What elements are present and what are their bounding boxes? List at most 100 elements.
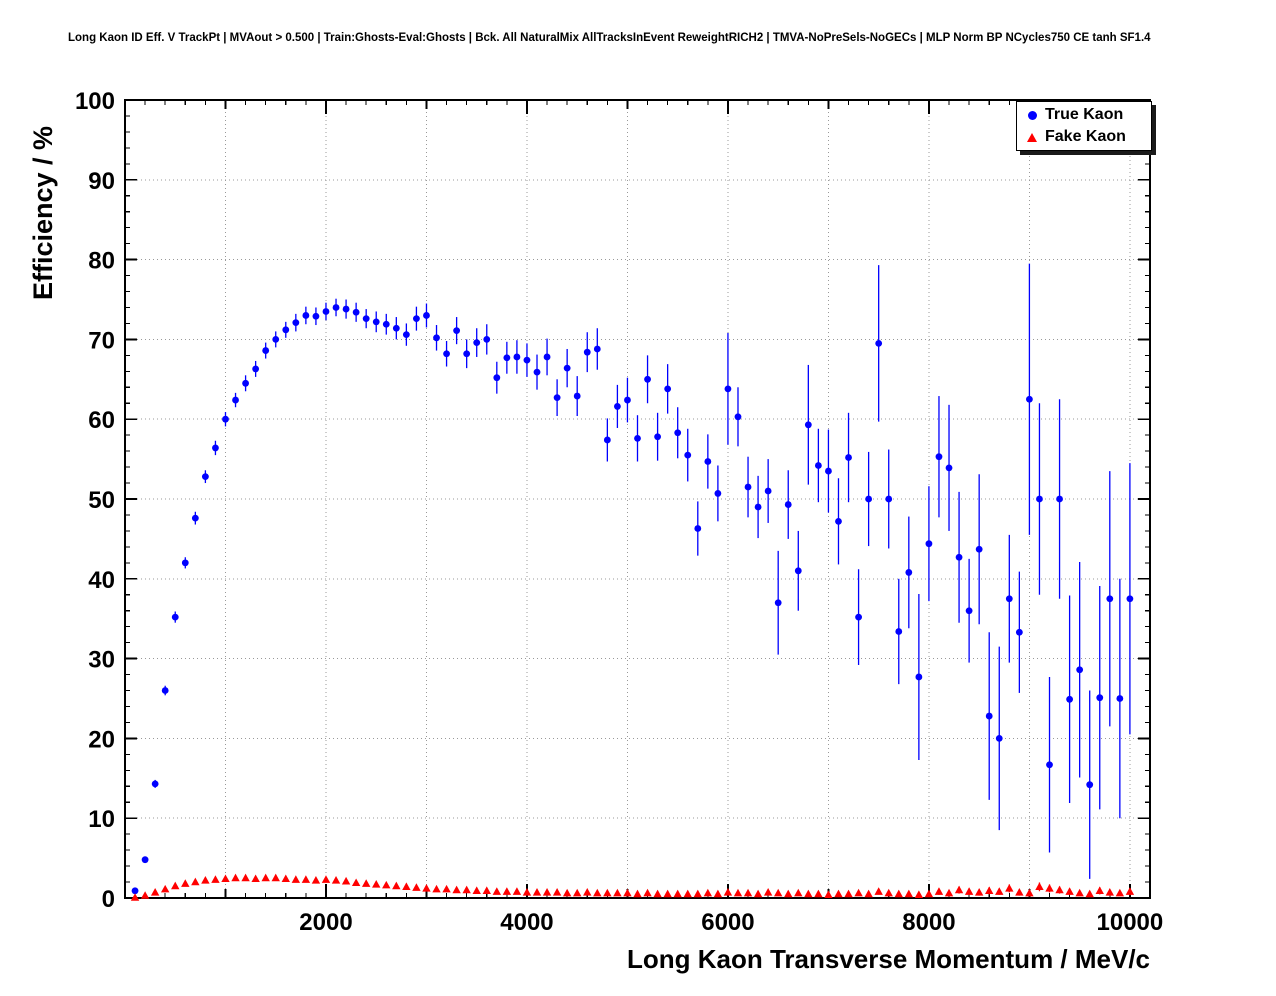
marker-fake-kaon	[884, 888, 893, 897]
marker-true-kaon	[654, 433, 661, 441]
marker-true-kaon	[453, 327, 461, 335]
marker-fake-kaon	[311, 876, 321, 884]
x-tick-label: 8000	[902, 909, 955, 936]
marker-true-kaon	[764, 487, 772, 495]
marker-true-kaon	[141, 856, 149, 864]
marker-true-kaon	[804, 421, 812, 429]
marker-true-kaon	[835, 517, 842, 525]
marker-fake-kaon	[593, 888, 602, 897]
marker-true-kaon	[201, 473, 209, 481]
marker-fake-kaon	[130, 893, 140, 901]
marker-fake-kaon	[522, 888, 532, 896]
marker-fake-kaon	[361, 879, 371, 887]
marker-fake-kaon	[392, 881, 401, 890]
marker-fake-kaon	[542, 888, 552, 896]
x-axis-title: Long Kaon Transverse Momentum / MeV/c	[627, 944, 1150, 974]
marker-true-kaon	[543, 353, 551, 361]
marker-true-kaon	[342, 305, 350, 313]
marker-true-kaon	[1046, 761, 1053, 769]
marker-true-kaon	[181, 559, 189, 567]
marker-fake-kaon	[181, 879, 190, 887]
marker-fake-kaon	[653, 889, 662, 898]
marker-true-kaon	[423, 312, 430, 319]
marker-true-kaon	[1036, 495, 1043, 503]
marker-fake-kaon	[241, 873, 250, 882]
marker-true-kaon	[362, 315, 370, 323]
marker-true-kaon	[553, 394, 561, 402]
marker-true-kaon	[1076, 666, 1084, 674]
legend-label-true-kaon: True Kaon	[1045, 106, 1124, 123]
marker-fake-kaon	[1005, 884, 1014, 892]
x-tick-label: 2000	[299, 909, 352, 936]
marker-true-kaon	[704, 458, 712, 465]
marker-fake-kaon	[1065, 887, 1074, 895]
marker-true-kaon	[845, 454, 852, 461]
marker-fake-kaon	[532, 888, 542, 896]
marker-fake-kaon	[1115, 888, 1125, 897]
marker-fake-kaon	[251, 874, 260, 883]
marker-fake-kaon	[583, 888, 592, 896]
marker-true-kaon	[955, 553, 963, 561]
x-tick-label: 10000	[1097, 909, 1164, 936]
marker-fake-kaon	[402, 882, 411, 891]
marker-true-kaon	[1126, 595, 1134, 603]
marker-fake-kaon	[964, 887, 974, 895]
marker-true-kaon	[1015, 628, 1023, 636]
marker-fake-kaon	[713, 889, 723, 898]
marker-fake-kaon	[854, 888, 863, 897]
marker-true-kaon	[865, 495, 873, 503]
marker-fake-kaon	[1045, 884, 1054, 892]
marker-fake-kaon	[341, 876, 351, 885]
marker-fake-kaon	[331, 876, 341, 884]
marker-fake-kaon	[291, 875, 301, 883]
marker-fake-kaon	[1035, 882, 1044, 891]
marker-fake-kaon	[512, 887, 522, 895]
y-tick-label: 10	[88, 806, 115, 833]
marker-true-kaon	[885, 495, 893, 503]
marker-true-kaon	[694, 525, 702, 532]
marker-true-kaon	[794, 567, 802, 575]
marker-fake-kaon	[562, 888, 572, 897]
marker-fake-kaon	[733, 888, 743, 897]
marker-true-kaon	[624, 396, 631, 404]
marker-fake-kaon	[462, 885, 471, 894]
marker-true-kaon	[232, 396, 239, 404]
marker-true-kaon	[945, 464, 953, 472]
marker-fake-kaon	[723, 888, 733, 896]
marker-fake-kaon	[442, 884, 451, 893]
y-tick-label: 50	[88, 487, 115, 514]
marker-fake-kaon	[914, 890, 924, 899]
legend-entry-fake-kaon: Fake Kaon	[1017, 126, 1151, 148]
marker-fake-kaon	[412, 883, 421, 891]
y-tick-label: 60	[88, 407, 115, 434]
marker-fake-kaon	[160, 884, 170, 893]
marker-fake-kaon	[281, 874, 290, 883]
y-tick-label: 0	[102, 886, 115, 913]
marker-fake-kaon	[804, 889, 813, 898]
marker-true-kaon	[382, 320, 390, 328]
y-tick-label: 30	[88, 647, 115, 674]
marker-fake-kaon	[351, 878, 361, 887]
marker-true-kaon	[614, 403, 621, 410]
marker-fake-kaon	[904, 889, 914, 898]
marker-fake-kaon	[301, 875, 311, 883]
marker-fake-kaon	[844, 889, 853, 898]
marker-fake-kaon	[603, 888, 612, 897]
marker-true-kaon	[533, 368, 541, 376]
legend: True Kaon Fake Kaon	[1016, 101, 1152, 151]
marker-fake-kaon	[452, 885, 461, 894]
marker-true-kaon	[352, 308, 360, 316]
marker-true-kaon	[664, 385, 672, 393]
marker-fake-kaon	[773, 888, 783, 897]
marker-fake-kaon	[492, 887, 502, 895]
marker-true-kaon	[191, 514, 199, 522]
marker-fake-kaon	[824, 890, 833, 899]
marker-fake-kaon	[382, 880, 391, 889]
marker-fake-kaon	[784, 889, 793, 898]
marker-fake-kaon	[552, 888, 562, 896]
marker-true-kaon	[724, 385, 732, 393]
marker-fake-kaon	[1095, 886, 1104, 895]
marker-fake-kaon	[763, 888, 773, 896]
y-tick-label: 80	[88, 248, 115, 275]
